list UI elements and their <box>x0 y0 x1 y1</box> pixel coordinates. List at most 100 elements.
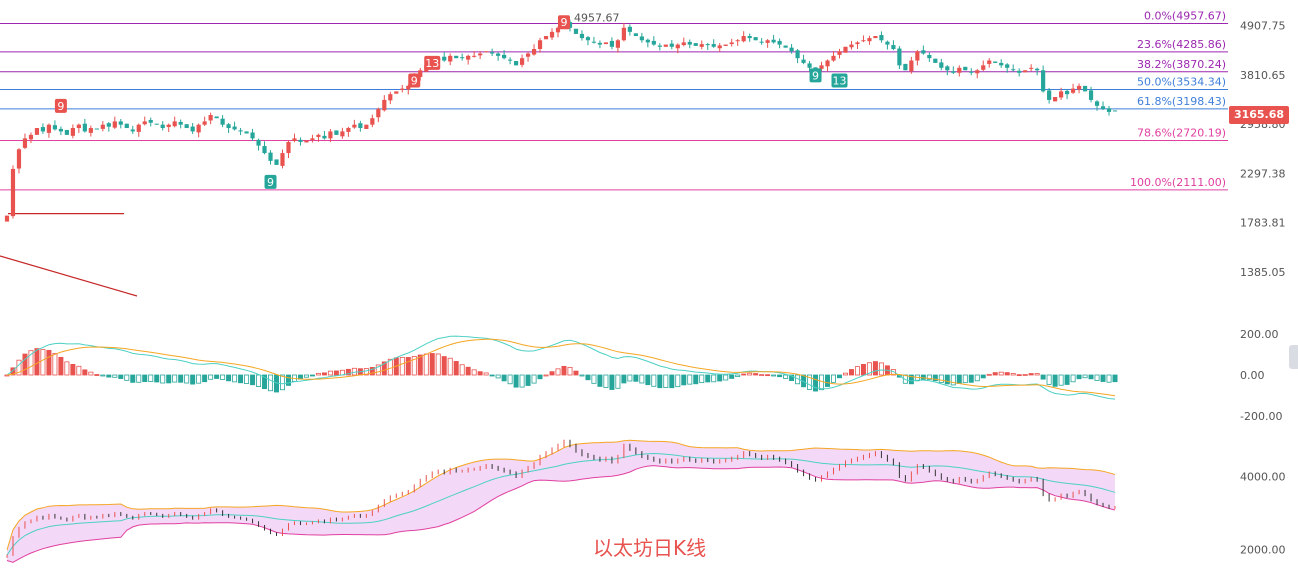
candle-body-35 <box>214 116 219 119</box>
candle-body-16 <box>100 124 105 129</box>
macd-bar-178 <box>1070 374 1076 383</box>
macd-bar-74 <box>447 357 453 376</box>
macd-bar-105 <box>633 374 639 382</box>
candle-body-129 <box>777 40 782 45</box>
candle-body-109 <box>657 45 662 47</box>
macd-bar-115 <box>693 374 699 385</box>
candle-body-143 <box>861 40 866 42</box>
candle-body-170 <box>1023 70 1028 73</box>
candle-body-144 <box>867 38 872 42</box>
macd-bar-79 <box>477 371 483 376</box>
macd-bar-34 <box>208 374 214 380</box>
macd-bar-177 <box>1064 374 1070 385</box>
candle-body-112 <box>675 44 680 49</box>
macd-bar-108 <box>651 374 657 387</box>
macd-bar-10 <box>64 361 70 376</box>
td-badge-6 <box>831 73 848 88</box>
candle-body-77 <box>466 55 471 60</box>
candle-body-29 <box>178 121 183 125</box>
macd-bar-181 <box>1088 374 1094 380</box>
candle-body-48 <box>292 138 297 141</box>
candle-body-159 <box>957 67 962 73</box>
candle-body-125 <box>753 37 758 41</box>
macd-bar-70 <box>423 353 429 376</box>
candle-body-27 <box>166 124 171 128</box>
candle-body-96 <box>579 33 585 39</box>
macd-bar-113 <box>681 374 687 386</box>
candle-body-7 <box>46 124 52 133</box>
candle-body-151 <box>909 60 914 72</box>
macd-bar-75 <box>453 361 459 376</box>
candle-body-37 <box>226 124 231 129</box>
candle-body-110 <box>663 44 668 47</box>
candle-body-177 <box>1064 90 1070 95</box>
macd-bar-85 <box>513 374 519 388</box>
candle-body-28 <box>172 121 177 127</box>
boll-lower-line <box>6 465 1116 563</box>
macd-bar-0 <box>4 374 10 377</box>
td-text-6: 13 <box>833 75 847 88</box>
candle-body-69 <box>418 70 423 77</box>
candle-body-55 <box>334 130 339 135</box>
macd-bar-67 <box>405 357 411 376</box>
candle-body-46 <box>280 153 285 166</box>
chart-caption: 以太坊日K线 <box>593 536 707 560</box>
candle-body-146 <box>879 35 884 41</box>
candle-body-21 <box>130 129 135 132</box>
macd-bar-11 <box>70 363 76 376</box>
macd-bar-124 <box>747 372 753 376</box>
macd-bar-76 <box>459 364 465 376</box>
candle-body-49 <box>298 139 303 142</box>
candle-body-17 <box>106 123 111 127</box>
candle-body-31 <box>190 126 195 132</box>
macd-bar-156 <box>938 374 944 383</box>
candle-body-20 <box>124 123 129 129</box>
candle-body-13 <box>82 123 87 132</box>
candle-body-179 <box>1076 85 1082 90</box>
macd-bar-184 <box>1106 374 1112 383</box>
candle-body-40 <box>244 131 249 134</box>
macd-bar-72 <box>435 353 441 376</box>
candle-body-1 <box>10 169 16 217</box>
candle-body-156 <box>939 62 944 68</box>
macd-bar-162 <box>974 374 980 382</box>
macd-bar-9 <box>58 356 64 376</box>
td-text-4: 9 <box>560 16 567 29</box>
candle-body-105 <box>633 33 638 37</box>
candle-body-90 <box>543 36 549 40</box>
candle-body-138 <box>831 55 836 61</box>
price-tick-5: 1385.05 <box>1240 266 1286 279</box>
td-badge-1 <box>264 174 277 189</box>
candle-body-19 <box>118 121 123 125</box>
current-price-badge: 3165.68 <box>1229 106 1289 124</box>
candle-body-131 <box>789 47 794 52</box>
candle-body-97 <box>585 37 591 41</box>
candle-body-26 <box>160 124 165 129</box>
candle-body-24 <box>148 119 153 123</box>
macd-bar-46 <box>280 374 285 391</box>
candle-body-86 <box>519 58 525 65</box>
candle-body-140 <box>843 46 848 53</box>
boll-tick-0: 4000.00 <box>1240 471 1286 484</box>
macd-bar-164 <box>986 373 992 376</box>
candle-body-65 <box>394 91 399 94</box>
macd-bar-93 <box>561 365 567 376</box>
candle-body-101 <box>609 40 615 47</box>
candle-body-147 <box>885 41 890 45</box>
candle-body-175 <box>1053 97 1058 102</box>
panel-collapse-handle[interactable] <box>1289 345 1298 369</box>
candle-body-178 <box>1070 88 1076 93</box>
macd-bar-55 <box>333 370 339 376</box>
td-text-1: 9 <box>267 176 274 189</box>
candle-body-137 <box>825 60 830 67</box>
candle-body-73 <box>442 56 447 61</box>
macd-bar-141 <box>848 369 854 376</box>
candle-body-8 <box>52 125 58 130</box>
macd-tick-1: 0.00 <box>1240 369 1265 382</box>
candle-body-126 <box>759 41 764 43</box>
candle-body-100 <box>603 42 609 45</box>
candle-body-142 <box>855 42 860 45</box>
macd-bar-91 <box>549 371 555 376</box>
macd-bar-82 <box>495 374 501 379</box>
